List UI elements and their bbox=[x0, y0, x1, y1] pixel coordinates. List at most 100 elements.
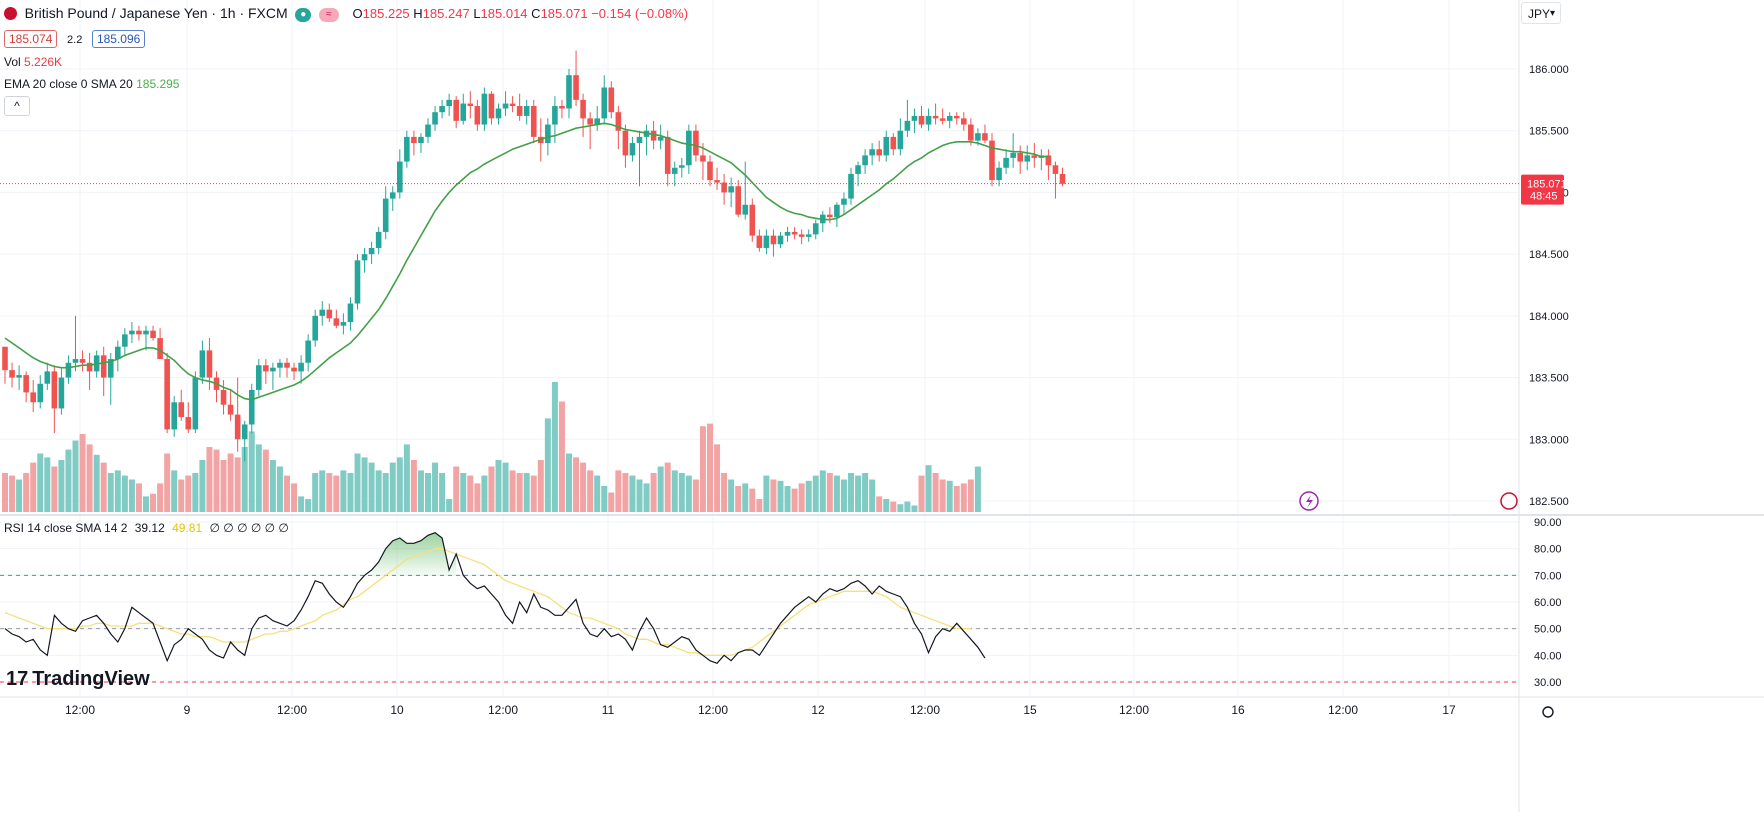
volume-value: 5.226K bbox=[24, 55, 63, 69]
candle-body bbox=[234, 414, 241, 440]
candle-body bbox=[16, 375, 22, 378]
time-tick-label: 10 bbox=[390, 703, 404, 717]
candle-body bbox=[573, 75, 579, 100]
collapse-legend-button[interactable]: ^ bbox=[4, 96, 30, 116]
candle-body bbox=[382, 198, 389, 232]
candle-body bbox=[291, 367, 297, 372]
volume-bar bbox=[566, 453, 572, 512]
volume-bar bbox=[192, 473, 199, 512]
volume-bar bbox=[580, 462, 587, 512]
candle-body bbox=[368, 247, 375, 255]
candle-body bbox=[44, 371, 51, 384]
volume-bar bbox=[368, 462, 375, 512]
candle-body bbox=[953, 115, 960, 119]
candle-body bbox=[961, 118, 967, 125]
candle-body bbox=[848, 173, 854, 199]
indicator-icon: ≈ bbox=[318, 7, 339, 22]
ema-legend[interactable]: EMA 20 close 0 SMA 20 185.295 bbox=[4, 77, 179, 91]
volume-bar bbox=[382, 473, 389, 512]
candle-body bbox=[890, 136, 897, 150]
rsi-legend[interactable]: RSI 14 close SMA 14 2 39.12 49.81 ∅ ∅ ∅ … bbox=[4, 521, 289, 535]
candle-body bbox=[1010, 152, 1016, 158]
candle-body bbox=[516, 106, 523, 116]
volume-bar bbox=[234, 457, 241, 512]
candle-body bbox=[192, 377, 199, 430]
volume-bar bbox=[128, 479, 135, 512]
candle-body bbox=[270, 367, 276, 372]
open-label: O bbox=[352, 6, 363, 21]
volume-bar bbox=[93, 454, 100, 512]
ask-button[interactable]: 185.096 bbox=[91, 30, 146, 48]
bid-button[interactable]: 185.074 bbox=[4, 30, 58, 48]
candle-body bbox=[629, 143, 636, 156]
volume-legend[interactable]: Vol 5.226K bbox=[4, 55, 62, 69]
candle-body bbox=[862, 155, 868, 166]
candle-body bbox=[693, 130, 699, 156]
volume-bar bbox=[30, 462, 37, 512]
symbol-legend[interactable]: British Pound / Japanese Yen · 1h · FXCM… bbox=[4, 5, 688, 22]
candles bbox=[2, 50, 1066, 462]
volume-bar bbox=[474, 483, 481, 512]
candle-body bbox=[340, 322, 347, 326]
candle-body bbox=[798, 234, 805, 237]
tradingview-logo[interactable]: 17 TradingView bbox=[6, 668, 150, 691]
candle-body bbox=[30, 392, 36, 403]
candle-body bbox=[650, 130, 657, 141]
candle-body bbox=[411, 136, 417, 144]
candle-body bbox=[700, 155, 706, 162]
volume-bar bbox=[354, 453, 361, 512]
volume-bar bbox=[107, 473, 114, 512]
candle-body bbox=[439, 106, 445, 113]
volume-bar bbox=[728, 479, 735, 512]
candle-body bbox=[143, 330, 149, 335]
volume-bar bbox=[432, 462, 439, 512]
rsi-sma-value: 49.81 bbox=[172, 521, 203, 535]
candle-body bbox=[305, 340, 311, 363]
rsi-tick-label: 30.00 bbox=[1534, 677, 1562, 689]
volume-bar bbox=[164, 453, 171, 512]
candle-body bbox=[982, 133, 988, 141]
volume-bar bbox=[319, 470, 326, 512]
candle-body bbox=[185, 417, 192, 430]
volume-bar bbox=[206, 447, 213, 512]
candle-body bbox=[397, 161, 403, 193]
candle-body bbox=[263, 365, 269, 372]
currency-selector[interactable]: JPY ▾ bbox=[1521, 2, 1561, 24]
chevron-down-icon: ▾ bbox=[1549, 8, 1555, 19]
symbol-title: British Pound / Japanese Yen · 1h · FXCM bbox=[24, 5, 288, 21]
volume-bar bbox=[840, 479, 847, 512]
volume-bar bbox=[530, 475, 537, 512]
volume-bar bbox=[312, 473, 319, 512]
volume-bar bbox=[573, 457, 580, 512]
volume-bar bbox=[291, 483, 298, 512]
ema-line bbox=[4, 122, 1049, 401]
candle-body bbox=[453, 99, 459, 121]
candle-body bbox=[284, 362, 290, 368]
candle-body bbox=[425, 124, 431, 137]
volume-bar bbox=[488, 466, 495, 512]
candle-body bbox=[1059, 173, 1066, 184]
volume-bar bbox=[763, 475, 770, 512]
volume-bar bbox=[284, 475, 290, 512]
volume-bar bbox=[537, 460, 544, 512]
volume-bar bbox=[262, 449, 269, 512]
candle-body bbox=[277, 362, 283, 368]
volume-bar bbox=[2, 473, 8, 512]
candle-body bbox=[432, 112, 438, 125]
volume-bar bbox=[347, 473, 354, 512]
candle-body bbox=[1024, 155, 1031, 162]
candle-body bbox=[530, 106, 537, 137]
tradingview-logo-mark: 17 bbox=[6, 668, 29, 690]
candle-body bbox=[1052, 165, 1059, 174]
candle-body bbox=[136, 330, 142, 335]
candle-body bbox=[523, 106, 530, 116]
price-tick-label: 184.000 bbox=[1529, 311, 1569, 323]
last-price-box bbox=[1521, 174, 1564, 205]
time-tick-label: 12 bbox=[811, 703, 825, 717]
time-tick-label: 12:00 bbox=[910, 703, 940, 717]
high-value: 185.247 bbox=[422, 6, 470, 21]
volume-bar bbox=[157, 483, 164, 512]
volume-bar bbox=[276, 466, 283, 512]
candle-body bbox=[178, 402, 185, 418]
